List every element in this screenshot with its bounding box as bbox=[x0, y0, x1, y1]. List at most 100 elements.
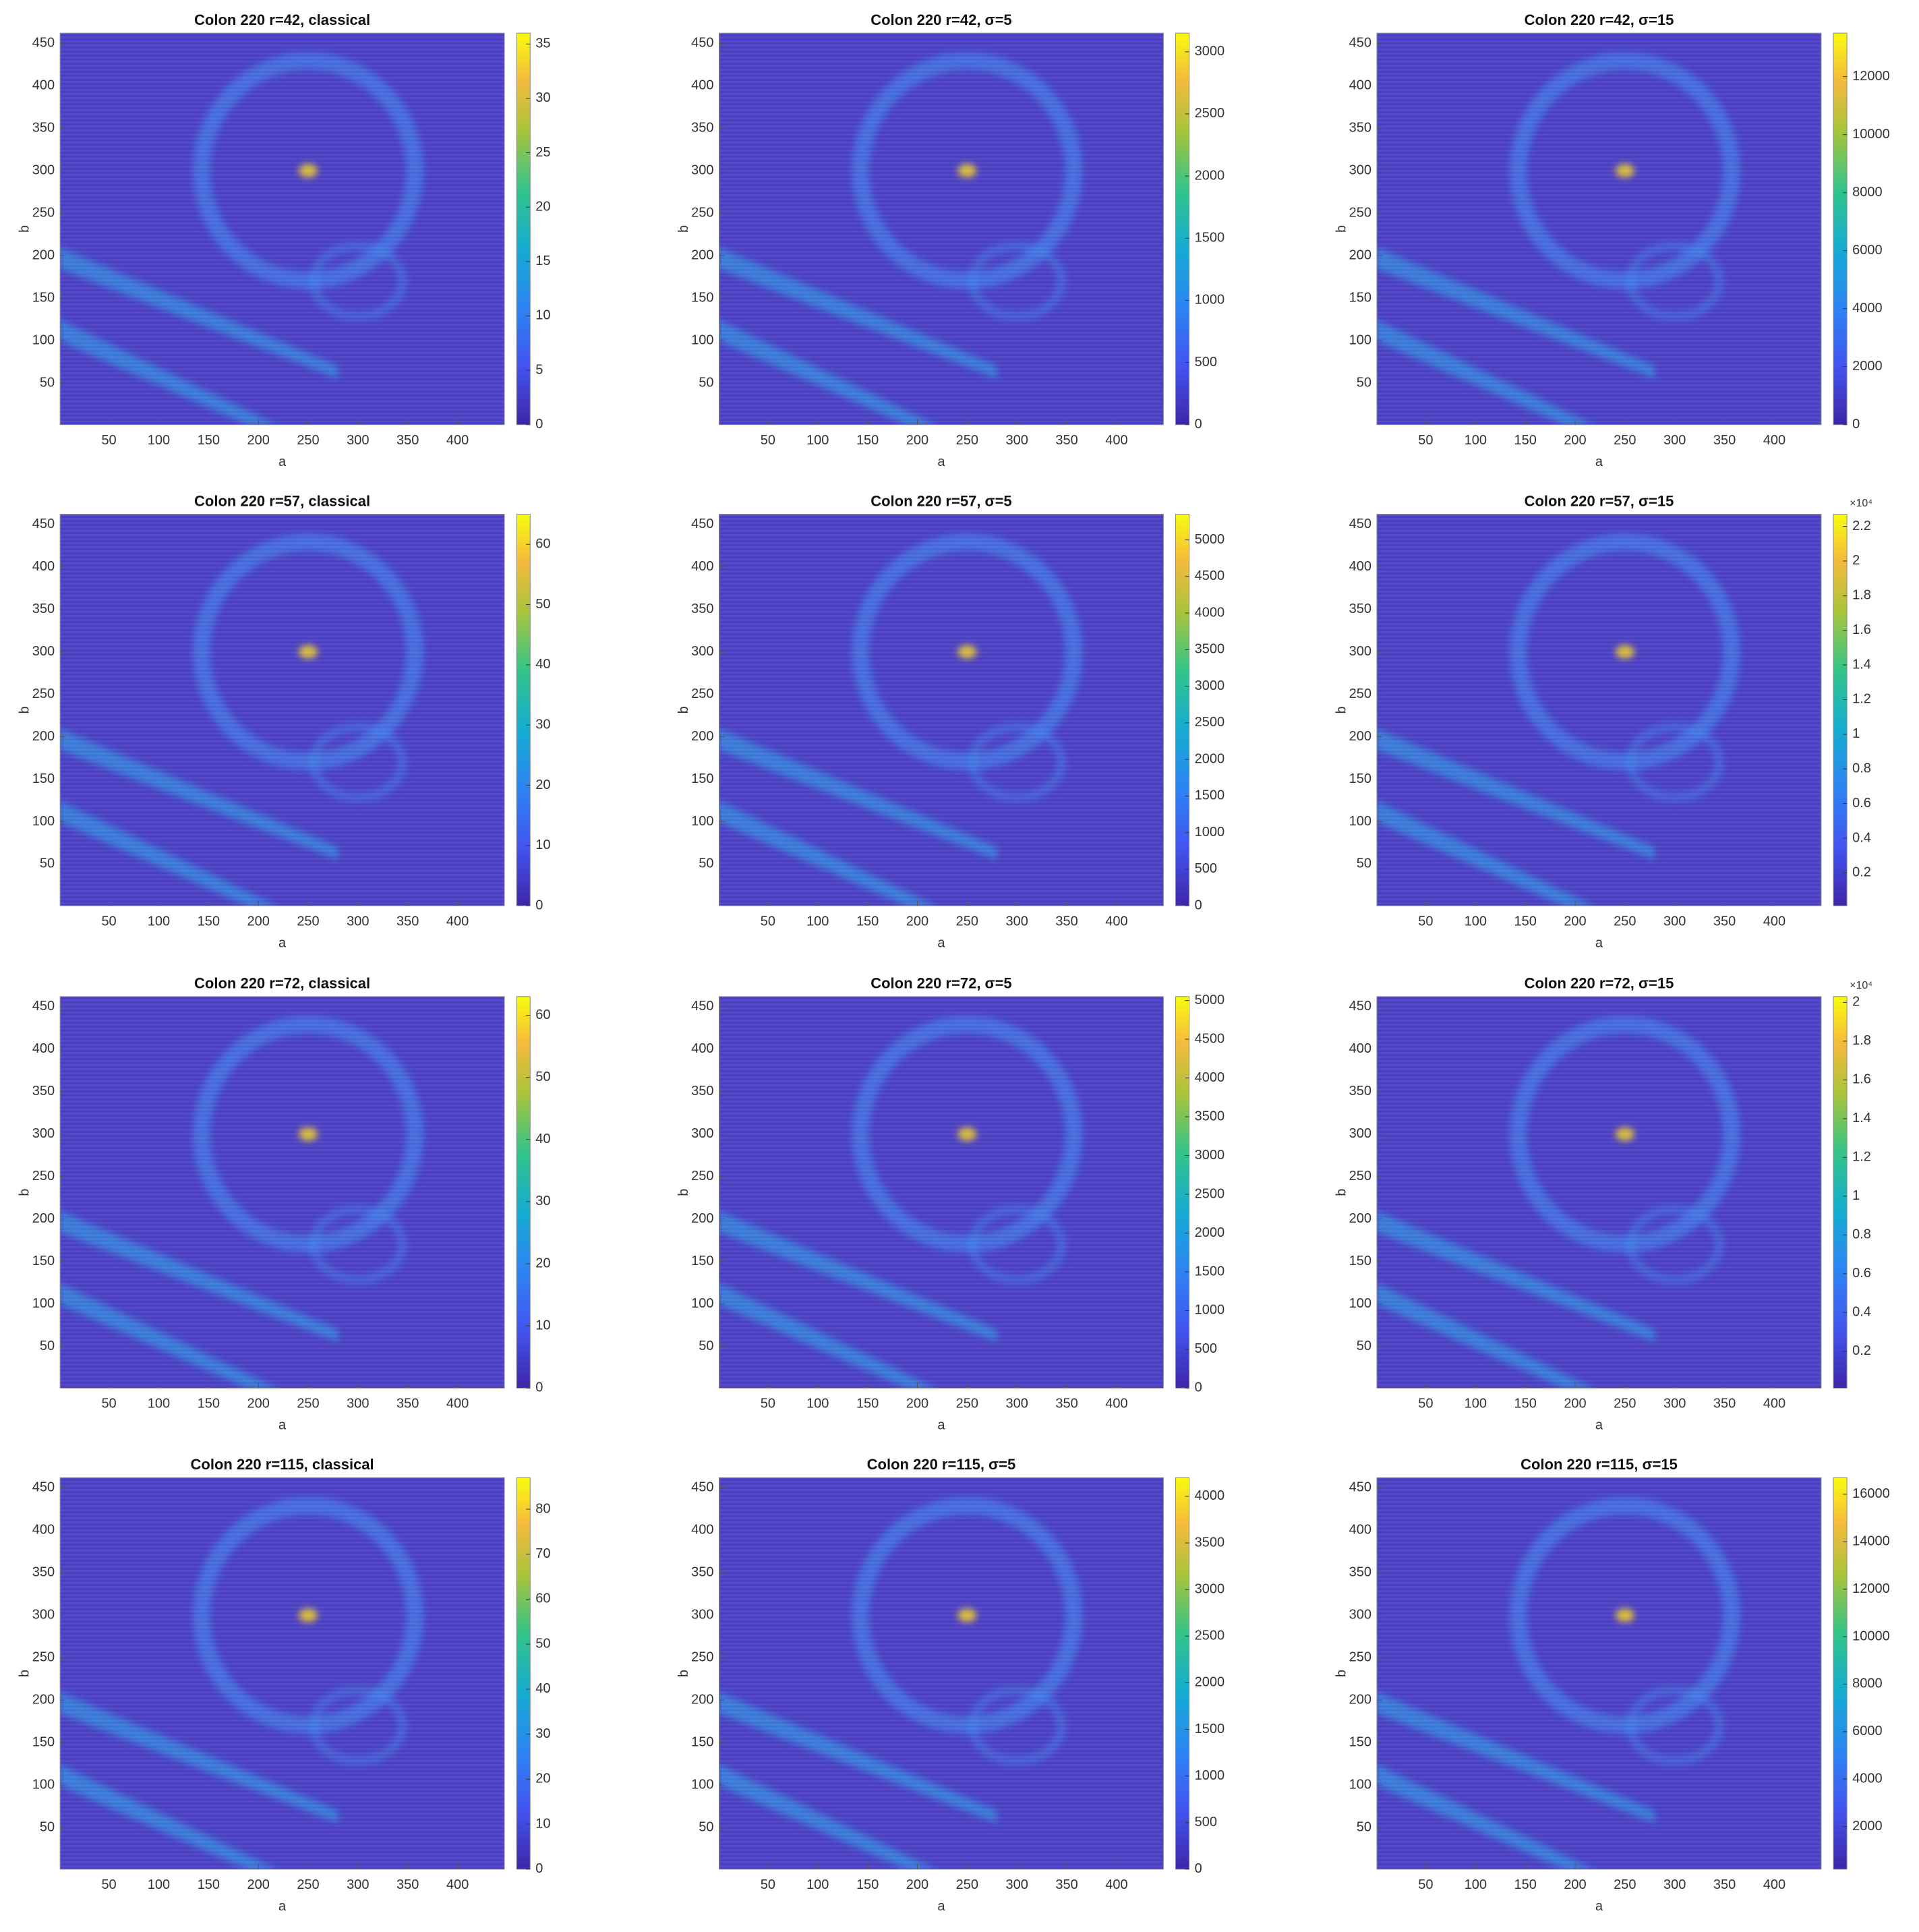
x-tick-label: 150 bbox=[198, 1877, 220, 1892]
colorbar-tick-label: 500 bbox=[1195, 1815, 1217, 1829]
x-tick-label: 50 bbox=[761, 1397, 775, 1411]
colorbar-tick-label: 10 bbox=[535, 838, 550, 852]
y-tick-label: 50 bbox=[40, 1339, 55, 1353]
x-tick-label: 100 bbox=[148, 914, 170, 929]
x-tick-label: 250 bbox=[297, 1397, 319, 1411]
colorbar-tick-label: 2500 bbox=[1195, 715, 1225, 730]
y-tick-label: 350 bbox=[691, 120, 713, 135]
colorbar-tick-label: 0 bbox=[535, 1861, 543, 1876]
x-tick-label: 400 bbox=[446, 1877, 469, 1892]
y-tick-label: 100 bbox=[1349, 1777, 1371, 1792]
x-tick-label: 300 bbox=[347, 433, 369, 448]
y-tick-label: 100 bbox=[691, 1777, 713, 1792]
y-tick-label: 250 bbox=[691, 1650, 713, 1665]
y-tick-label: 150 bbox=[691, 1734, 713, 1749]
y-tick-label: 250 bbox=[32, 1169, 55, 1183]
y-tick-label: 400 bbox=[1349, 1523, 1371, 1538]
y-tick-label: 150 bbox=[1349, 1734, 1371, 1749]
y-tick-label: 350 bbox=[1349, 1084, 1371, 1099]
x-tick-label: 200 bbox=[1564, 914, 1586, 929]
heatmap-scanlines bbox=[719, 1477, 1164, 1869]
colorbar-tick-label: 4000 bbox=[1195, 1070, 1225, 1085]
colorbar-tick-label: 1500 bbox=[1195, 1264, 1225, 1279]
y-tick-label: 200 bbox=[691, 247, 713, 262]
y-tick-label: 50 bbox=[1357, 856, 1371, 871]
colorbar-tick-label: 500 bbox=[1195, 355, 1217, 370]
x-tick-label: 400 bbox=[1763, 1397, 1785, 1411]
axes-frame bbox=[59, 32, 505, 426]
y-tick-label: 250 bbox=[1349, 205, 1371, 220]
y-tick-label: 400 bbox=[32, 1523, 55, 1538]
x-tick-label: 200 bbox=[906, 1877, 928, 1892]
x-tick-label: 400 bbox=[446, 914, 469, 929]
x-tick-label: 200 bbox=[906, 433, 928, 448]
colorbar-tick-label: 50 bbox=[535, 1070, 550, 1084]
x-tick-label: 50 bbox=[101, 1397, 116, 1411]
x-tick-label: 150 bbox=[198, 433, 220, 448]
colorbar-tick-label: 2000 bbox=[1852, 1819, 1883, 1834]
colorbar-tick-label: 40 bbox=[535, 1132, 550, 1146]
x-tick-label: 50 bbox=[101, 433, 116, 448]
y-axis-label: b bbox=[1334, 1189, 1349, 1196]
y-tick-label: 350 bbox=[691, 602, 713, 616]
y-tick-label: 300 bbox=[32, 1608, 55, 1622]
colorbar-tick-label: 20 bbox=[535, 1256, 550, 1270]
x-tick-label: 400 bbox=[1105, 914, 1127, 929]
y-tick-label: 250 bbox=[32, 686, 55, 701]
y-tick-label: 300 bbox=[691, 163, 713, 177]
colorbar bbox=[1175, 996, 1190, 1388]
colorbar-tick-label: 0.4 bbox=[1852, 1305, 1871, 1320]
y-tick-label: 100 bbox=[1349, 332, 1371, 347]
y-tick-label: 450 bbox=[691, 999, 713, 1014]
y-tick-label: 400 bbox=[1349, 559, 1371, 574]
y-tick-label: 350 bbox=[1349, 1565, 1371, 1580]
y-tick-label: 450 bbox=[691, 517, 713, 531]
y-tick-label: 400 bbox=[32, 559, 55, 574]
heatmap-image bbox=[719, 514, 1164, 906]
axes-frame bbox=[1376, 514, 1822, 906]
y-tick-label: 200 bbox=[32, 1693, 55, 1707]
x-tick-label: 150 bbox=[856, 914, 879, 929]
y-axis-label: b bbox=[17, 1189, 32, 1196]
axes-frame bbox=[59, 514, 505, 906]
heatmap-image bbox=[1377, 33, 1821, 425]
y-tick-label: 350 bbox=[32, 120, 55, 135]
colorbar-tick-label: 0 bbox=[535, 417, 543, 432]
y-tick-label: 150 bbox=[32, 1734, 55, 1749]
y-tick-label: 150 bbox=[32, 1254, 55, 1268]
x-tick-label: 300 bbox=[1663, 914, 1686, 929]
colorbar-tick-label: 0.6 bbox=[1852, 1266, 1871, 1281]
colorbar-tick-label: 0 bbox=[1195, 1380, 1202, 1395]
colorbar-tick-label: 1000 bbox=[1195, 1768, 1225, 1783]
colorbar-tick-label: 1500 bbox=[1195, 788, 1225, 803]
x-tick-label: 300 bbox=[1006, 1877, 1028, 1892]
colorbar-tick-label: 500 bbox=[1195, 1341, 1217, 1356]
y-tick-label: 300 bbox=[32, 644, 55, 659]
colorbar-tick-label: 16000 bbox=[1852, 1486, 1890, 1501]
colorbar-tick-label: 2000 bbox=[1195, 751, 1225, 766]
colorbar-tick-label: 5000 bbox=[1195, 532, 1225, 547]
x-tick-label: 400 bbox=[446, 433, 469, 448]
heatmap-scanlines bbox=[1377, 33, 1821, 425]
y-tick-label: 350 bbox=[1349, 120, 1371, 135]
y-tick-label: 50 bbox=[1357, 375, 1371, 390]
x-tick-label: 200 bbox=[906, 914, 928, 929]
x-axis-label: a bbox=[1595, 1418, 1603, 1433]
y-tick-label: 400 bbox=[691, 559, 713, 574]
heatmap-scanlines bbox=[719, 33, 1164, 425]
x-tick-label: 400 bbox=[446, 1397, 469, 1411]
chart-title: Colon 220 r=57, classical bbox=[194, 492, 370, 509]
colorbar-tick-label: 4000 bbox=[1195, 1488, 1225, 1503]
colorbar-tick-label: 2000 bbox=[1195, 168, 1225, 183]
x-axis-label: a bbox=[937, 1418, 945, 1433]
x-tick-label: 250 bbox=[956, 1397, 978, 1411]
colorbar-tick-label: 14000 bbox=[1852, 1534, 1890, 1549]
x-tick-label: 100 bbox=[1465, 914, 1487, 929]
heatmap-scanlines bbox=[1377, 514, 1821, 906]
y-axis-label: b bbox=[1334, 706, 1349, 713]
colorbar-tick-label: 1.4 bbox=[1852, 1111, 1871, 1125]
y-tick-label: 300 bbox=[1349, 644, 1371, 659]
colorbar-tick-label: 12000 bbox=[1852, 69, 1890, 84]
y-tick-label: 300 bbox=[691, 1126, 713, 1141]
colorbar-tick-label: 50 bbox=[535, 597, 550, 612]
